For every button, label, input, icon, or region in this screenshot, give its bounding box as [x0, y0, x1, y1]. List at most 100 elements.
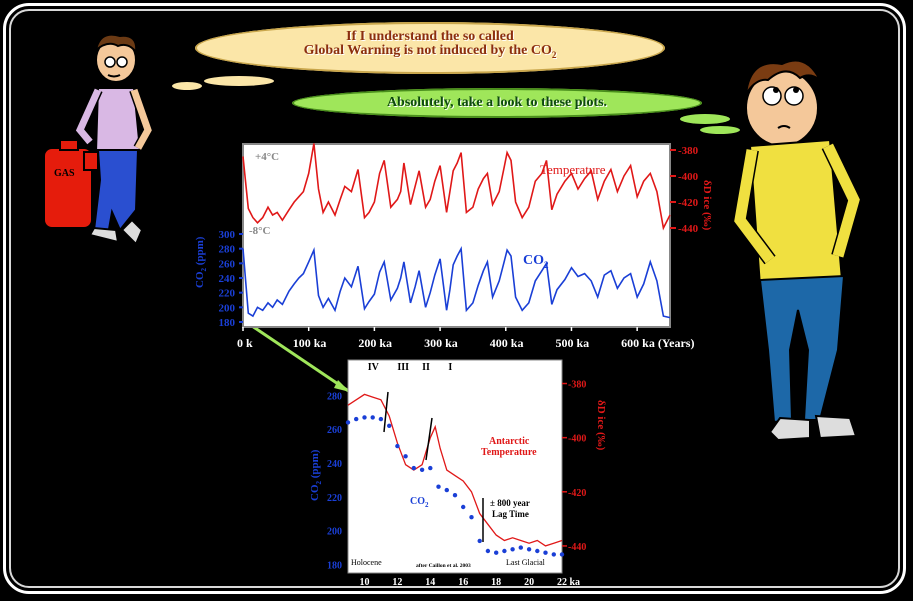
bottom-chart-right-tick-label: -440	[568, 542, 586, 553]
top-chart-temperature-legend: Temperature	[540, 162, 606, 177]
speech-bubble-question: If I understand the so called Global War…	[195, 22, 665, 74]
bottom-chart-co2-point	[461, 504, 466, 510]
top-chart-series-temperature	[242, 143, 671, 231]
bottom-chart-co2-label: CO2	[410, 496, 429, 509]
top-chart-co2-legend: CO2	[523, 253, 549, 270]
bottom-chart-co2-point	[494, 550, 499, 555]
bottom-chart-co2-point	[485, 548, 491, 554]
bottom-chart-right-tick-label: -380	[568, 380, 586, 391]
temperature-co2-800ka-chart: 300 280 260 240 220 200 180 -380 -400 -420 -440 0…	[194, 143, 713, 350]
bottom-chart-attribution: after Caillon et al. 2003	[416, 563, 471, 569]
bottom-chart-co2-point	[345, 420, 351, 425]
thought-puff-small	[172, 82, 202, 90]
outer-frame	[3, 3, 906, 594]
top-chart-right-tick-label: -400	[678, 171, 699, 183]
top-chart-x-tick-label: 300 ka	[424, 336, 458, 350]
bottom-chart-left-tick-label: 200	[327, 527, 342, 538]
top-chart-series-co2	[242, 245, 671, 319]
top-chart-left-tick-label: 220	[219, 288, 236, 300]
top-chart-left-tick-label: 240	[219, 273, 236, 285]
bottom-chart-co2-point	[370, 415, 375, 420]
bottom-chart-co2-point	[518, 545, 523, 550]
top-chart-temp-top-label: +4°C	[255, 151, 279, 163]
top-chart-x-tick-label: 200 ka	[358, 336, 392, 350]
top-chart-x-tick-label: 600 ka (Years)	[621, 336, 694, 350]
thinking-man-illustration	[732, 59, 862, 442]
bottom-chart-left-tick-label: 220	[327, 493, 342, 504]
bottom-chart-plot-area	[347, 359, 563, 574]
bottom-chart-termination-label: II	[422, 362, 430, 373]
bottom-chart-co2-point	[436, 484, 441, 489]
bottom-chart-right-tick-label: -400	[568, 434, 586, 445]
bottom-chart-co2-point	[502, 548, 507, 554]
speech-bubble-answer: Absolutely, take a look to these plots.	[292, 88, 702, 118]
bottom-chart-left-tick-label: 240	[327, 459, 342, 470]
answer-puff-small	[700, 126, 740, 134]
bottom-chart-co2-point	[526, 547, 532, 552]
bottom-chart-co2-point	[543, 550, 548, 555]
top-chart-right-tick-label: -440	[678, 223, 699, 235]
bubble-answer-text: Absolutely, take a look to these plots.	[386, 95, 608, 110]
lag-arrow-II	[425, 417, 433, 461]
bottom-chart-co2-point	[362, 415, 367, 420]
bottom-chart-right-tick-label: -420	[568, 488, 586, 499]
bottom-chart-co2-point	[419, 467, 425, 472]
bottom-chart-co2-point	[477, 538, 482, 544]
bottom-chart-co2-point	[428, 465, 433, 471]
deglaciation-lag-chart: 280 260 240 220 200 180 -380 -400 -420 -440 10 12…	[309, 359, 607, 588]
bottom-chart-co2-point	[411, 465, 416, 471]
thought-puff-medium	[204, 76, 274, 86]
bottom-chart-series-temperature	[347, 393, 563, 547]
bottom-chart-holocene-label: Holocene	[351, 558, 382, 567]
bubble-question-line1: If I understand the so called	[346, 29, 514, 44]
top-chart-right-tick-label: -380	[678, 145, 699, 157]
bottom-chart-co2-point	[469, 515, 474, 520]
bottom-chart-co2-point	[444, 487, 449, 493]
bottom-chart-termination-label: IV	[368, 362, 380, 373]
bottom-chart-termination-label: III	[397, 362, 409, 373]
bottom-chart-x-tick-label: 18	[491, 577, 501, 588]
bottom-chart-co2-point	[387, 423, 392, 428]
bottom-chart-x-tick-label: 14	[425, 577, 435, 588]
bottom-chart-co2-point	[559, 552, 565, 557]
bottom-chart-termination-label: I	[448, 362, 452, 373]
bottom-chart-left-tick-label: 280	[327, 391, 342, 402]
top-chart-left-axis-label: CO2 (ppm)	[194, 236, 208, 288]
top-chart-x-tick-label: 400 ka	[490, 336, 524, 350]
bottom-chart-co2-point	[510, 547, 515, 552]
top-chart-left-tick-label: 260	[219, 258, 236, 270]
bottom-chart-x-tick-label: 12	[392, 577, 402, 588]
bottom-chart-temperature-label: Antarctic Temperature	[481, 436, 537, 458]
top-chart-left-tick-label: 280	[219, 244, 236, 256]
bottom-chart-left-tick-label: 180	[327, 561, 342, 572]
man-with-gas-can-illustration: GAS	[43, 33, 154, 245]
bottom-chart-lag-label: ± 800 year Lag Time	[490, 498, 530, 519]
top-chart-right-axis-label: δD ice (‰)	[701, 180, 713, 231]
bottom-chart-left-axis-label: CO2 (ppm)	[309, 449, 323, 501]
top-chart-left-tick-label: 300	[219, 229, 236, 241]
bottom-chart-co2-point	[395, 443, 400, 449]
bottom-chart-x-tick-label: 22 ka	[557, 577, 580, 588]
bottom-chart-x-tick-label: 10	[359, 577, 369, 588]
bottom-chart-left-tick-label: 260	[327, 425, 342, 436]
answer-puff-medium	[680, 114, 730, 124]
top-chart-x-tick-label: 100 ka	[293, 336, 327, 350]
bubble-question-line2: Global Warning is not induced by the CO2	[303, 43, 557, 60]
lag-arrow-IV	[383, 391, 389, 433]
top-chart-left-tick-label: 180	[219, 317, 236, 329]
bottom-chart-co2-point	[378, 416, 384, 422]
bottom-chart-co2-point	[535, 548, 540, 554]
bottom-chart-co2-point	[403, 454, 408, 459]
bottom-chart-co2-point	[551, 552, 556, 557]
gas-can-label: GAS	[54, 168, 75, 179]
top-chart-x-tick-label: 500 ka	[555, 336, 589, 350]
top-chart-left-tick-label: 200	[219, 302, 236, 314]
bottom-chart-x-tick-label: 20	[524, 577, 534, 588]
bottom-chart-x-tick-label: 16	[458, 577, 468, 588]
bottom-chart-last-glacial-label: Last Glacial	[506, 558, 546, 567]
bottom-chart-co2-point	[354, 416, 359, 422]
top-chart-x-tick-label: 0 k	[237, 336, 253, 350]
top-chart-plot-area	[242, 143, 671, 328]
inner-frame	[9, 9, 900, 588]
